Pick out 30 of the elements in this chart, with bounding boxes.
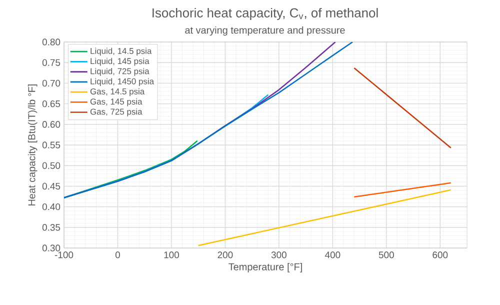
y-tick-label: 0.50 xyxy=(42,162,60,169)
legend-label: Gas, 14.5 psia xyxy=(90,88,145,96)
legend-label: Gas, 145 psia xyxy=(90,98,142,106)
x-tick-label: 0 xyxy=(115,252,120,258)
x-tick-label: 300 xyxy=(271,252,286,258)
y-tick-label: 0.65 xyxy=(42,100,60,108)
x-tick-label: 100 xyxy=(164,252,179,258)
y-tick-label: 0.55 xyxy=(42,142,60,148)
y-tick-label: 0.35 xyxy=(42,224,60,231)
x-tick-label: 500 xyxy=(378,252,394,258)
y-tick-label: 0.70 xyxy=(42,80,60,87)
x-tick-label: 200 xyxy=(218,252,233,258)
legend-label: Liquid, 1450 psia xyxy=(90,78,154,86)
y-axis-title: Heat capacity [Btu(IT)/lb °F] xyxy=(28,84,38,206)
x-axis-title: Temperature [°F] xyxy=(228,263,302,272)
x-tick-label: 400 xyxy=(324,252,340,258)
legend-label: Liquid, 145 psia xyxy=(90,58,150,66)
chart-title: Isochoric heat capacity, C$_{v}$, of methanol xyxy=(152,8,378,20)
legend-label: Liquid, 725 psia xyxy=(90,68,150,76)
x-tick-label: 600 xyxy=(432,252,448,258)
x-tick-label: -100 xyxy=(54,252,74,258)
legend-label: Liquid, 14.5 psia xyxy=(90,48,152,56)
y-tick-label: 0.75 xyxy=(42,59,60,66)
chart-subtitle: at varying temperature and pressure xyxy=(185,26,345,36)
y-tick-label: 0.40 xyxy=(42,203,60,210)
y-tick-label: 0.80 xyxy=(42,38,60,46)
y-tick-label: 0.30 xyxy=(42,244,60,252)
y-tick-label: 0.60 xyxy=(42,121,60,128)
legend-label: Gas, 725 psia xyxy=(90,108,142,116)
y-tick-label: 0.45 xyxy=(42,182,60,190)
